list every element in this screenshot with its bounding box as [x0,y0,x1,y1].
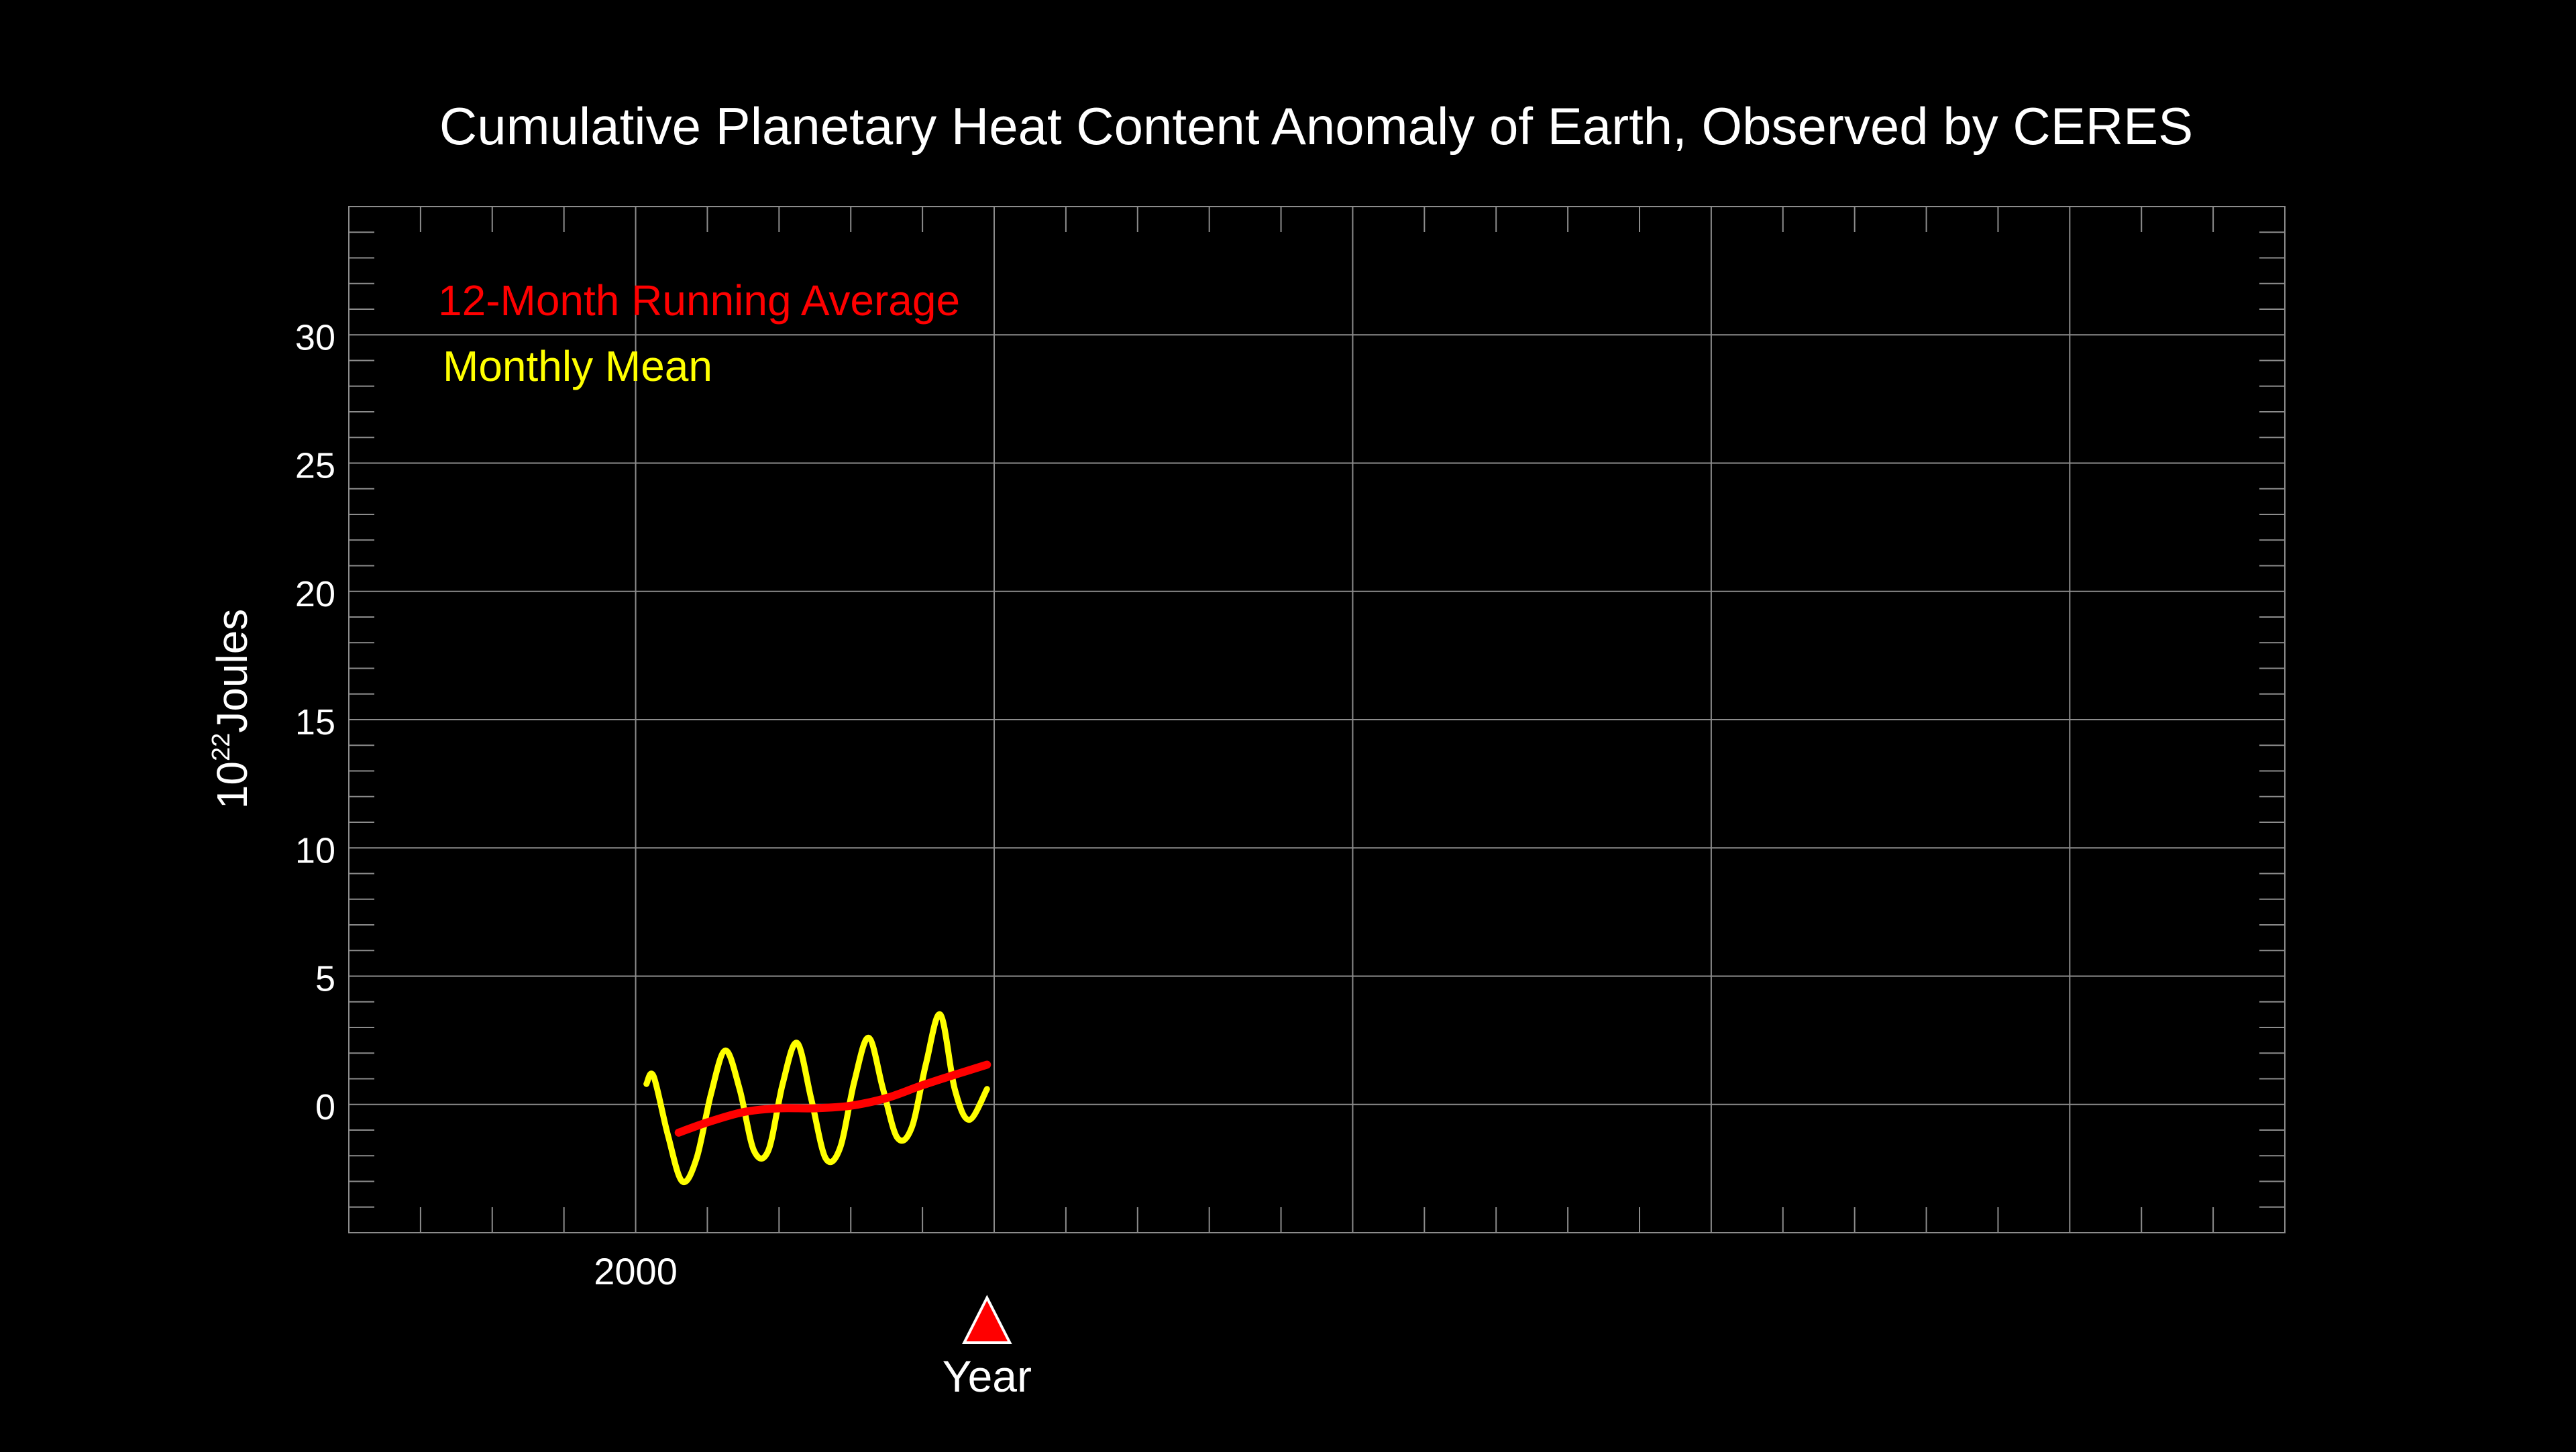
y-axis-label: 1022Joules [207,609,256,809]
y-axis-label-base: 10 [208,761,256,809]
monthly-mean-line [643,1011,990,1186]
ticks-layer [348,207,2286,1233]
grid-layer [349,207,2285,1233]
chart-title: Cumulative Planetary Heat Content Anomal… [439,97,2193,156]
y-axis-label-unit: Joules [208,609,256,733]
x-tick-label: 2000 [594,1250,678,1292]
running-average-line [674,1060,991,1137]
labels-layer: 0 5 10 15 20 25 30 2000 [295,317,678,1292]
y-tick-label: 25 [295,446,335,486]
y-axis-label-exponent: 22 [207,733,235,761]
y-tick-label: 15 [295,702,335,742]
legend-monthly-mean: Monthly Mean [443,342,712,390]
y-tick-label: 30 [295,317,335,357]
y-tick-label: 5 [315,959,335,999]
plot-frame [348,206,2286,1233]
y-tick-label: 10 [295,830,335,871]
current-year-marker [962,1294,1012,1344]
legend-running-average: 12-Month Running Average [438,276,960,325]
x-axis-label: Year [943,1351,1032,1401]
y-tick-label: 0 [315,1087,335,1127]
y-tick-label: 20 [295,574,335,614]
series-layer [643,1011,991,1186]
